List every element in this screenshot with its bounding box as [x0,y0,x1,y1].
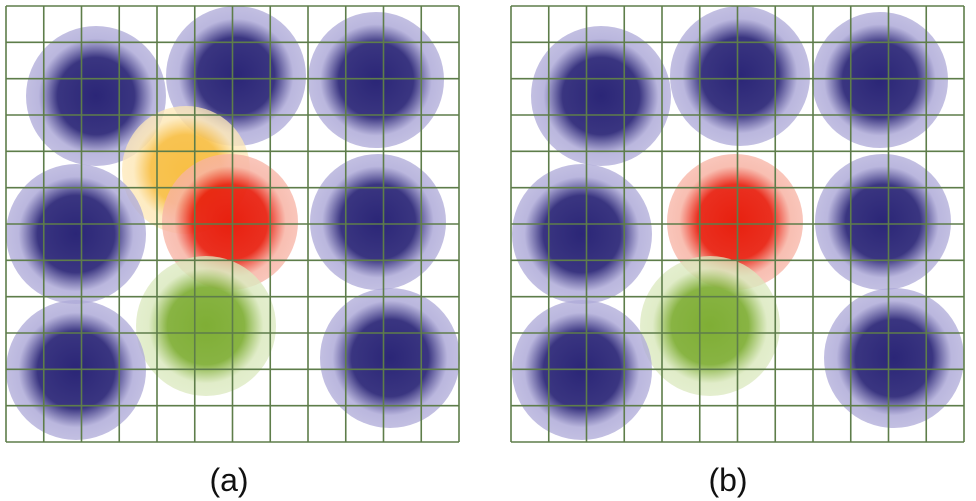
panel-a [5,5,460,443]
panel-a-grid [5,5,460,443]
blob-green-bottom-middle [640,256,780,396]
panel-b [510,5,965,443]
panel-b-grid [510,5,965,443]
blob-blue-top-right [308,12,444,148]
blob-blue-bottom-right [824,288,964,428]
blob-blue-middle-right [310,154,446,290]
panel-a-label: (a) [209,462,248,498]
blob-green-bottom-middle [136,256,276,396]
panel-b-label: (b) [708,462,747,498]
blob-blue-middle-right [815,154,951,290]
blob-blue-top-left [26,26,166,166]
blob-blue-middle-left [6,164,146,304]
blob-blue-top-right [812,12,948,148]
blob-blue-middle-left [512,164,652,304]
blob-blue-bottom-right [320,288,460,428]
blob-blue-top-left [531,26,671,166]
blob-blue-top-middle [670,6,810,146]
